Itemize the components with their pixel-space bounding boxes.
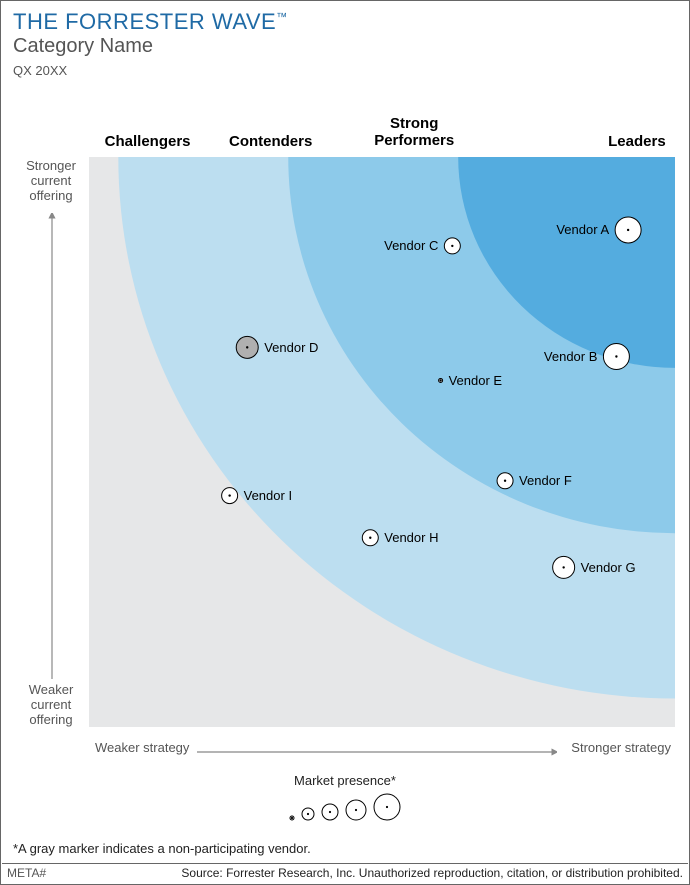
vendor-label: Vendor D (264, 340, 318, 355)
chart-title: THE FORRESTER WAVE™ (13, 9, 288, 35)
y-axis-arrow (45, 213, 59, 679)
y-axis-bottom-label: Weakercurrentoffering (19, 683, 83, 728)
x-axis-right-label: Stronger strategy (571, 741, 671, 756)
legend-title: Market presence* (1, 773, 689, 788)
chart-frame: THE FORRESTER WAVE™ Category Name QX 20X… (0, 0, 690, 885)
vendor-label: Vendor C (384, 238, 438, 253)
legend-bubbles (265, 790, 425, 824)
x-axis-left-label: Weaker strategy (95, 741, 189, 756)
chart-subtitle: Category Name (13, 35, 153, 58)
vendor-marker (553, 556, 575, 578)
vendor-marker (439, 378, 443, 382)
plot-area: Vendor A Vendor B Vendor C Vendor D Vendor E… (89, 157, 675, 727)
vendor-marker (236, 336, 258, 358)
vendor-label: Vendor H (384, 530, 438, 545)
meta-id: META# (7, 866, 46, 880)
y-axis-top-label: Strongercurrentoffering (19, 159, 83, 204)
vendor-label: Vendor E (449, 373, 503, 388)
category-label: Contenders (201, 133, 341, 150)
vendor-label: Vendor A (556, 222, 609, 237)
title-prefix: THE FORRESTER WAVE (13, 9, 276, 34)
vendor-marker (444, 238, 460, 254)
footer-divider (2, 863, 688, 864)
wave-plot-svg (89, 157, 675, 727)
source-attribution: Source: Forrester Research, Inc. Unautho… (181, 866, 683, 880)
gray-marker-footnote: *A gray marker indicates a non-participa… (13, 841, 311, 856)
x-axis-arrow (197, 745, 557, 759)
vendor-marker (603, 344, 629, 370)
vendor-marker (615, 217, 641, 243)
chart-date: QX 20XX (13, 63, 67, 78)
vendor-label: Vendor G (581, 560, 636, 575)
vendor-label: Vendor I (244, 488, 292, 503)
market-presence-legend: Market presence* (1, 773, 689, 824)
title-tm: ™ (276, 12, 288, 24)
category-label: Leaders (567, 133, 690, 150)
vendor-marker (222, 488, 238, 504)
vendor-label: Vendor B (544, 349, 598, 364)
category-label: StrongPerformers (344, 115, 484, 149)
category-label: Challengers (78, 133, 218, 150)
vendor-marker (497, 473, 513, 489)
vendor-marker (362, 530, 378, 546)
vendor-label: Vendor F (519, 473, 572, 488)
